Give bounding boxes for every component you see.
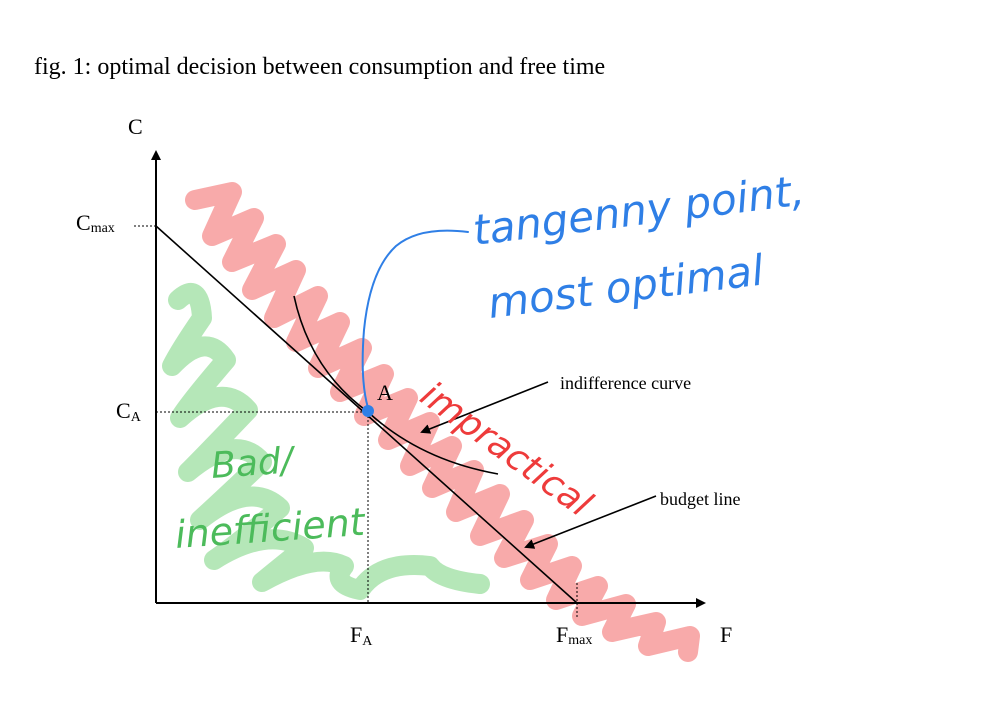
indifference-arrow <box>420 381 549 434</box>
bad-note-line1: Bad/ <box>210 440 298 487</box>
tangency-note-line2: most optimal <box>485 245 766 327</box>
green-highlight-scribble <box>162 283 490 600</box>
y-axis-label: C <box>128 114 143 139</box>
indifference-curve-label: indifference curve <box>560 373 691 393</box>
blue-pointer-stroke <box>361 229 469 409</box>
red-highlight-scribble <box>185 182 700 662</box>
fmax-label: Fmax <box>556 622 592 648</box>
optimal-point-dot <box>362 405 374 417</box>
ca-label: CA <box>116 398 142 425</box>
x-axis-label: F <box>720 622 732 647</box>
fa-label: FA <box>350 622 373 649</box>
budget-arrow <box>524 495 657 549</box>
point-a-label: A <box>377 380 393 405</box>
budget-line-label: budget line <box>660 489 740 509</box>
tangency-note-line1: tangenny point, <box>470 166 807 255</box>
figure-title: fig. 1: optimal decision between consump… <box>34 54 606 80</box>
cmax-label: Cmax <box>76 210 115 236</box>
